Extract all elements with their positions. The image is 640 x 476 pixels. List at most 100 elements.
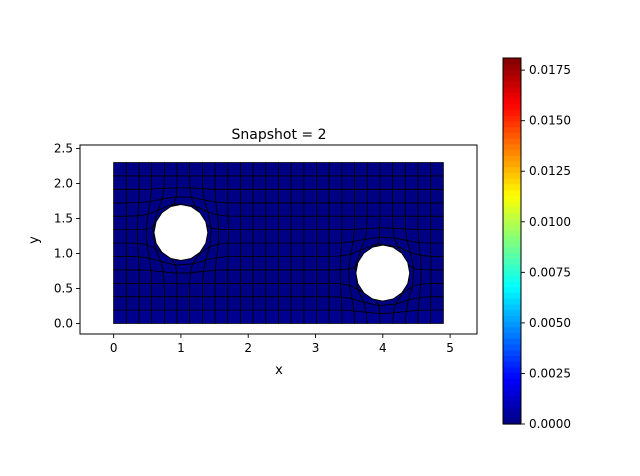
colorbar-segment (503, 98, 521, 105)
mesh-element (189, 309, 203, 324)
mesh-element (151, 282, 165, 298)
mesh-element (265, 175, 279, 190)
mesh-element (240, 296, 254, 311)
colorbar-segment (503, 298, 521, 305)
mesh-element (278, 188, 292, 204)
x-axis: 0 1 2 3 4 5 (110, 334, 454, 355)
colorbar-segment (503, 263, 521, 271)
mesh-element (417, 229, 432, 244)
colorbar-segment (503, 246, 521, 254)
x-tick-label: 3 (312, 341, 320, 355)
colorbar-segment (503, 321, 521, 328)
mesh-element (201, 269, 216, 284)
mesh-element (214, 282, 229, 298)
mesh-element (125, 282, 140, 298)
colorbar-segment (503, 269, 521, 276)
colorbar-segment (503, 149, 521, 156)
colorbar-segment (503, 80, 521, 88)
mesh-element (354, 175, 368, 190)
mesh-element (328, 309, 343, 324)
colorbar-tick-label: 0.0075 (529, 265, 571, 279)
mesh-element (328, 215, 343, 231)
mesh-element (227, 215, 241, 231)
colorbar-segment (503, 63, 521, 71)
mesh-element (125, 188, 140, 204)
mesh-element (405, 228, 420, 243)
colorbar-segment (503, 126, 521, 133)
mesh-element (163, 271, 178, 285)
colorbar-segment (503, 401, 521, 408)
mesh-element (420, 269, 432, 285)
mesh-element (265, 202, 279, 217)
hole (355, 244, 411, 302)
colorbar-tick-label: 0.0025 (529, 366, 571, 380)
colorbar-segment (503, 372, 521, 379)
mesh-element (404, 162, 419, 177)
x-axis-label: x (275, 363, 283, 378)
mesh-element (252, 242, 267, 257)
mesh-element (227, 188, 241, 204)
mesh-element (341, 188, 356, 204)
colorbar-segment (503, 212, 521, 219)
colorbar-segment (503, 103, 521, 111)
mesh-element (252, 255, 267, 271)
mesh-element (125, 296, 140, 311)
colorbar-segment (503, 69, 521, 76)
mesh-element (240, 309, 254, 324)
colorbar-segment (503, 58, 521, 65)
plot-area (113, 162, 444, 324)
mesh-element (290, 282, 305, 298)
colorbar-segment (503, 183, 521, 191)
mesh-element (227, 296, 241, 311)
mesh-element (201, 162, 216, 177)
mesh-element (175, 187, 192, 198)
mesh-element (417, 215, 432, 231)
mesh-element (278, 296, 292, 311)
mesh-element (113, 229, 127, 244)
mesh-element (216, 242, 229, 258)
mesh-element (354, 162, 368, 177)
mesh-element (265, 282, 279, 298)
mesh-element (290, 229, 305, 244)
colorbar-segment (503, 92, 521, 99)
mesh-element (379, 175, 394, 190)
colorbar-segment (503, 275, 521, 282)
mesh-element (419, 254, 432, 271)
mesh-element (366, 175, 381, 190)
mesh-element (240, 242, 254, 257)
mesh-element (290, 175, 305, 190)
colorbar-segment (503, 338, 521, 345)
mesh-element (176, 272, 191, 285)
mesh-element (417, 202, 432, 217)
mesh-element (227, 282, 241, 298)
mesh-element (176, 309, 191, 324)
mesh-element (138, 282, 153, 298)
mesh-element (214, 175, 229, 190)
mesh-element (404, 188, 419, 204)
mesh-element (392, 215, 407, 230)
mesh-element (290, 255, 305, 271)
mesh-element (366, 188, 381, 204)
colorbar-segment (503, 138, 521, 145)
mesh-element (113, 215, 127, 231)
colorbar-tick-label: 0.0000 (529, 417, 571, 431)
mesh-element (163, 309, 178, 324)
mesh-element (240, 175, 254, 190)
mesh-element (113, 202, 127, 217)
mesh-element (240, 215, 254, 231)
y-tick-label: 2.0 (54, 177, 73, 191)
mesh-element (189, 270, 204, 285)
colorbar-segment (503, 378, 521, 385)
mesh-element (303, 296, 317, 311)
colorbar-segment (503, 115, 521, 122)
mesh-element (265, 188, 279, 204)
colorbar-segment (503, 315, 521, 322)
mesh-element (341, 175, 356, 190)
mesh-element (430, 255, 444, 271)
colorbar-segment (503, 235, 521, 242)
mesh-element (138, 188, 152, 204)
mesh-element (365, 311, 381, 324)
mesh-element (392, 162, 406, 177)
mesh-element (189, 162, 203, 177)
mesh-element (328, 255, 342, 271)
